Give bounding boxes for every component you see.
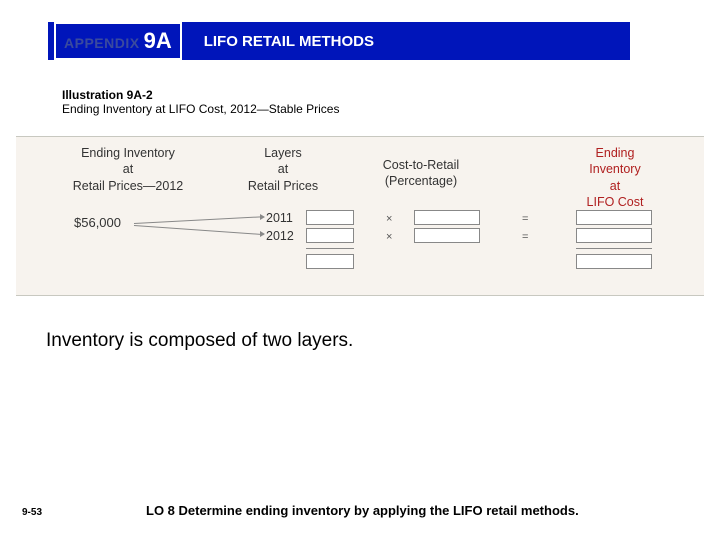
layer-year-1: 2011: [266, 211, 293, 225]
lifo-diagram: Ending InventoryatRetail Prices—2012 Lay…: [16, 136, 704, 296]
blank-pct-1: [414, 210, 480, 225]
illustration-subtitle: Ending Inventory at LIFO Cost, 2012—Stab…: [62, 102, 339, 116]
blank-cost-total: [576, 254, 652, 269]
blank-cost-1: [576, 210, 652, 225]
col1-header: Ending InventoryatRetail Prices—2012: [58, 145, 198, 194]
blank-cost-2: [576, 228, 652, 243]
appendix-label: APPENDIX: [64, 35, 140, 51]
split-arrow-line-2: [134, 225, 264, 235]
learning-objective: LO 8 Determine ending inventory by apply…: [146, 503, 579, 518]
col4-header: EndingInventoryatLIFO Cost: [550, 145, 680, 210]
col3-header: Cost-to-Retail(Percentage): [366, 157, 476, 190]
blank-pct-2: [414, 228, 480, 243]
ending-inventory-amount: $56,000: [74, 215, 121, 230]
multiply-icon: ×: [386, 231, 392, 243]
multiply-icon: ×: [386, 213, 392, 225]
equals-icon: =: [522, 231, 528, 243]
chapter-header: APPENDIX 9A LIFO RETAIL METHODS: [48, 22, 630, 60]
arrow-head-icon: [260, 214, 265, 220]
blank-layer-1: [306, 210, 354, 225]
chapter-title: LIFO RETAIL METHODS: [204, 33, 374, 50]
illustration-title: Illustration 9A-2: [62, 88, 339, 102]
appendix-badge: APPENDIX 9A: [54, 22, 182, 60]
page-number: 9-53: [22, 507, 42, 518]
illustration-caption: Illustration 9A-2 Ending Inventory at LI…: [62, 88, 339, 116]
split-arrow-line-1: [134, 216, 264, 224]
blank-layer-total: [306, 254, 354, 269]
appendix-number: 9A: [144, 28, 172, 54]
equals-icon: =: [522, 213, 528, 225]
body-paragraph: Inventory is composed of two layers.: [46, 330, 353, 352]
subtotal-rule: [306, 248, 354, 249]
col2-header: LayersatRetail Prices: [238, 145, 328, 194]
arrow-head-icon: [260, 231, 265, 237]
layer-year-2: 2012: [266, 229, 294, 243]
subtotal-rule: [576, 248, 652, 249]
blank-layer-2: [306, 228, 354, 243]
